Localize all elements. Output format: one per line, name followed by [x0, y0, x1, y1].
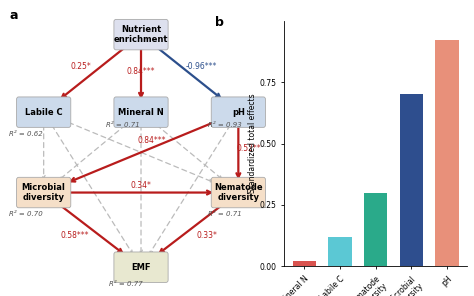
Bar — [436, 40, 458, 266]
Text: EMF: EMF — [131, 263, 151, 272]
Bar — [328, 237, 352, 266]
Text: pH: pH — [232, 108, 245, 117]
Text: 0.34*: 0.34* — [130, 181, 152, 190]
Text: b: b — [215, 16, 224, 29]
Text: R² = 0.77: R² = 0.77 — [109, 281, 143, 287]
FancyBboxPatch shape — [114, 252, 168, 282]
Bar — [292, 261, 316, 266]
Y-axis label: Standardized total effects: Standardized total effects — [248, 94, 257, 193]
FancyBboxPatch shape — [114, 20, 168, 50]
FancyBboxPatch shape — [211, 97, 265, 127]
Text: R² = 0.71: R² = 0.71 — [106, 122, 139, 128]
Text: R² = 0.70: R² = 0.70 — [9, 211, 43, 217]
Text: 0.52**: 0.52** — [237, 144, 261, 152]
Text: 0.84***: 0.84*** — [137, 136, 166, 145]
FancyBboxPatch shape — [114, 97, 168, 127]
Text: Microbial
diversity: Microbial diversity — [22, 183, 65, 202]
FancyBboxPatch shape — [17, 97, 71, 127]
Text: Labile C: Labile C — [25, 108, 63, 117]
Text: -0.96***: -0.96*** — [186, 62, 217, 71]
Text: R² = 0.93: R² = 0.93 — [208, 122, 242, 128]
Text: 0.58***: 0.58*** — [61, 231, 90, 240]
Text: R² = 0.62: R² = 0.62 — [9, 131, 43, 136]
FancyBboxPatch shape — [17, 177, 71, 208]
Bar — [364, 193, 387, 266]
Text: 0.33*: 0.33* — [196, 231, 217, 240]
Text: Nematode
diversity: Nematode diversity — [214, 183, 263, 202]
Text: a: a — [9, 9, 18, 22]
Text: 0.25*: 0.25* — [70, 62, 91, 71]
FancyBboxPatch shape — [211, 177, 265, 208]
Text: R² = 0.71: R² = 0.71 — [208, 211, 242, 217]
Text: 0.84***: 0.84*** — [127, 67, 155, 76]
Text: Nutrient
enrichment: Nutrient enrichment — [114, 25, 168, 44]
Bar — [400, 94, 423, 266]
Text: Mineral N: Mineral N — [118, 108, 164, 117]
